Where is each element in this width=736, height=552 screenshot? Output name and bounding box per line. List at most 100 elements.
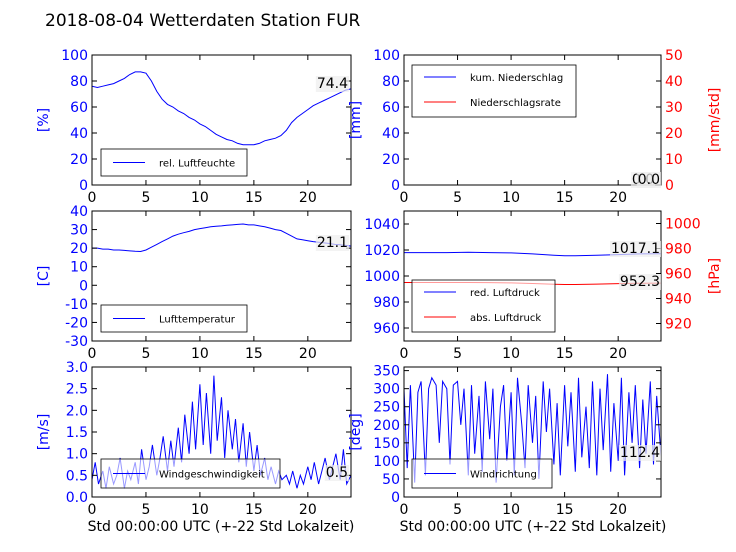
temperature-ytick-label: 20 bbox=[70, 241, 88, 257]
windspeed-legend: Windgeschwindigkeit bbox=[101, 459, 280, 488]
temperature-legend: Lufttemperatur bbox=[101, 305, 247, 332]
precipitation-ytick-right-label: 20 bbox=[665, 126, 683, 142]
x-axis-label-right: Std 00:00:00 UTC (+-22 Std Lokalzeit) bbox=[400, 519, 667, 535]
winddirection-ytick-label: 300 bbox=[373, 382, 400, 398]
windspeed-ytick-label: 0.5 bbox=[66, 468, 88, 484]
winddirection-ytick-label: 150 bbox=[373, 436, 400, 452]
winddirection-xtick-label: 10 bbox=[502, 502, 520, 518]
precipitation-ytick-label: 100 bbox=[373, 48, 400, 64]
windspeed-ylabel: [m/s] bbox=[36, 414, 52, 451]
humidity-ytick-label: 60 bbox=[70, 100, 88, 116]
pressure-ytick-label: 980 bbox=[373, 295, 400, 311]
windspeed-xtick-label: 0 bbox=[88, 502, 97, 518]
pressure-ytick-right-label: 1000 bbox=[665, 217, 701, 233]
precipitation-ytick-right-label: 40 bbox=[665, 74, 683, 90]
winddirection-panel: 0 5 10 15 20050100150200250300350[deg]Windri… bbox=[348, 364, 661, 518]
temperature-ytick-label: 10 bbox=[70, 260, 88, 276]
precipitation-ylabel: [mm] bbox=[348, 101, 364, 139]
winddirection-ytick-label: 50 bbox=[382, 472, 400, 488]
humidity-series-0-line bbox=[92, 72, 351, 145]
pressure-ytick-label: 1020 bbox=[364, 243, 400, 259]
pressure-ytick-right-label: 940 bbox=[665, 292, 692, 308]
pressure-legend: red. Luftdruck abs. Luftdruck bbox=[412, 280, 555, 332]
windspeed-legend-label: Windgeschwindigkeit bbox=[159, 470, 265, 481]
winddirection-ylabel: [deg] bbox=[348, 413, 364, 450]
pressure-xtick-label: 15 bbox=[556, 346, 574, 362]
temperature-ylabel: [C] bbox=[36, 266, 52, 287]
winddirection-latest-value: 112.4 bbox=[620, 445, 660, 461]
winddirection-legend: Windrichtung bbox=[412, 459, 552, 488]
pressure-ytick-label: 1040 bbox=[364, 217, 400, 233]
figure-title: 2018-08-04 Wetterdaten Station FUR bbox=[45, 11, 361, 31]
humidity-xtick-label: 5 bbox=[141, 190, 150, 206]
humidity-ytick-label: 40 bbox=[70, 126, 88, 142]
temperature-series-0-line bbox=[92, 224, 351, 252]
windspeed-ytick-label: 0.0 bbox=[66, 490, 88, 506]
precipitation-ytick-label: 60 bbox=[382, 100, 400, 116]
humidity-xtick-label: 0 bbox=[88, 190, 97, 206]
humidity-xtick-label: 20 bbox=[299, 190, 317, 206]
windspeed-ytick-label: 3.0 bbox=[66, 360, 88, 376]
precipitation-xtick-label: 15 bbox=[556, 190, 574, 206]
pressure-xtick-label: 10 bbox=[502, 346, 520, 362]
winddirection-xtick-label: 15 bbox=[556, 502, 574, 518]
pressure-latest-value: 952.3 bbox=[620, 274, 660, 290]
temperature-ytick-label: -30 bbox=[65, 334, 88, 350]
precipitation-ytick-label: 0 bbox=[391, 178, 400, 194]
temperature-xtick-label: 15 bbox=[245, 346, 263, 362]
temperature-ytick-label: -10 bbox=[65, 297, 88, 313]
precipitation-ytick-right-label: 0 bbox=[665, 178, 674, 194]
temperature-xtick-label: 5 bbox=[141, 346, 150, 362]
humidity-xtick-label: 10 bbox=[191, 190, 209, 206]
windspeed-ytick-label: 2.0 bbox=[66, 403, 88, 419]
temperature-ytick-label: 0 bbox=[79, 278, 88, 294]
winddirection-ytick-label: 200 bbox=[373, 418, 400, 434]
pressure-ytick-right-label: 980 bbox=[665, 242, 692, 258]
temperature-ytick-label: 30 bbox=[70, 223, 88, 239]
winddirection-ytick-label: 0 bbox=[391, 490, 400, 506]
humidity-panel: 0 5 10 15 20 0 20 40 60 80 100 [%] rel. Luftfeuchte 7… bbox=[36, 48, 351, 206]
winddirection-ytick-label: 250 bbox=[373, 400, 400, 416]
precipitation-xtick-label: 0 bbox=[400, 190, 409, 206]
temperature-xtick-label: 0 bbox=[88, 346, 97, 362]
x-axis-label-left: Std 00:00:00 UTC (+-22 Std Lokalzeit) bbox=[88, 519, 355, 535]
precipitation-legend: kum. Niederschlag Niederschlagsrate bbox=[412, 65, 576, 117]
windspeed-ytick-label: 1.5 bbox=[66, 425, 88, 441]
humidity-ytick-label: 20 bbox=[70, 152, 88, 168]
humidity-ytick-label: 80 bbox=[70, 74, 88, 90]
temperature-ytick-label: -20 bbox=[65, 315, 88, 331]
precipitation-legend-label: Niederschlagsrate bbox=[470, 98, 561, 109]
pressure-ytick-label: 1000 bbox=[364, 269, 400, 285]
pressure-latest-value: 1017.1 bbox=[611, 241, 660, 257]
temperature-xtick-label: 10 bbox=[191, 346, 209, 362]
precipitation-panel: 0 5 10 15 2002040608010001020304050[mm] [mm/s… bbox=[348, 48, 723, 206]
precipitation-ytick-label: 40 bbox=[382, 126, 400, 142]
temperature-xtick-label: 20 bbox=[299, 346, 317, 362]
winddirection-xtick-label: 20 bbox=[609, 502, 627, 518]
winddirection-ytick-label: 100 bbox=[373, 454, 400, 470]
precipitation-xtick-label: 5 bbox=[453, 190, 462, 206]
precipitation-ytick-right-label: 50 bbox=[665, 48, 683, 64]
winddirection-xtick-label: 5 bbox=[453, 502, 462, 518]
precipitation-xtick-label: 20 bbox=[609, 190, 627, 206]
windspeed-xtick-label: 10 bbox=[191, 502, 209, 518]
winddirection-legend-label: Windrichtung bbox=[470, 470, 537, 481]
humidity-legend-label: rel. Luftfeuchte bbox=[159, 159, 235, 170]
pressure-xtick-label: 0 bbox=[400, 346, 409, 362]
pressure-panel: 0 5 10 15 20 960 980 1000 1020 1040 920 940 960 980 10… bbox=[364, 211, 723, 362]
windspeed-xtick-label: 5 bbox=[141, 502, 150, 518]
humidity-ylabel: [%] bbox=[36, 108, 52, 132]
humidity-xtick-label: 15 bbox=[245, 190, 263, 206]
pressure-legend-label: abs. Luftdruck bbox=[470, 313, 541, 324]
windspeed-panel: 0 5 10 15 200.00.51.01.52.02.53.0[m/s]Windge… bbox=[36, 360, 351, 518]
windspeed-xtick-label: 15 bbox=[245, 502, 263, 518]
windspeed-xtick-label: 20 bbox=[299, 502, 317, 518]
pressure-legend-label: red. Luftdruck bbox=[470, 288, 540, 299]
precipitation-latest-value: 0.0 bbox=[638, 172, 660, 188]
temperature-legend-label: Lufttemperatur bbox=[159, 315, 236, 326]
pressure-xtick-label: 5 bbox=[453, 346, 462, 362]
pressure-xtick-label: 20 bbox=[609, 346, 627, 362]
humidity-ytick-label: 0 bbox=[79, 178, 88, 194]
temperature-ytick-label: 40 bbox=[70, 204, 88, 220]
